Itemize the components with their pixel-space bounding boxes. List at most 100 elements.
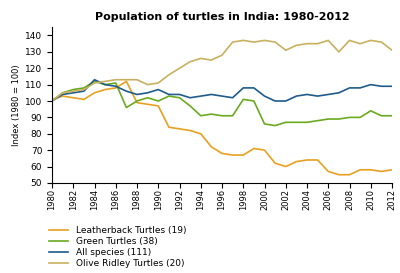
Leatherback Turtles (19) bbox=[358, 168, 362, 171]
Green Turtles (38) bbox=[294, 121, 299, 124]
Leatherback Turtles (19) bbox=[156, 104, 161, 108]
Green Turtles (38) bbox=[177, 96, 182, 99]
Leatherback Turtles (19) bbox=[82, 98, 86, 101]
All species (111) bbox=[326, 93, 331, 96]
All species (111) bbox=[273, 99, 278, 103]
All species (111) bbox=[315, 94, 320, 98]
Green Turtles (38) bbox=[368, 109, 373, 112]
Leatherback Turtles (19) bbox=[326, 170, 331, 173]
Leatherback Turtles (19) bbox=[379, 170, 384, 173]
Olive Ridley Turtles (20) bbox=[379, 40, 384, 44]
All species (111) bbox=[113, 85, 118, 88]
Leatherback Turtles (19) bbox=[252, 147, 256, 150]
Olive Ridley Turtles (20) bbox=[305, 42, 310, 45]
Olive Ridley Turtles (20) bbox=[124, 78, 129, 81]
Green Turtles (38) bbox=[273, 124, 278, 127]
Leatherback Turtles (19) bbox=[134, 101, 140, 104]
All species (111) bbox=[368, 83, 373, 86]
All species (111) bbox=[209, 93, 214, 96]
Leatherback Turtles (19) bbox=[198, 132, 203, 135]
Olive Ridley Turtles (20) bbox=[273, 40, 278, 44]
Leatherback Turtles (19) bbox=[50, 98, 54, 101]
Leatherback Turtles (19) bbox=[230, 153, 235, 157]
Leatherback Turtles (19) bbox=[220, 152, 224, 155]
Green Turtles (38) bbox=[71, 88, 76, 91]
Olive Ridley Turtles (20) bbox=[145, 83, 150, 86]
Leatherback Turtles (19) bbox=[188, 129, 192, 132]
Green Turtles (38) bbox=[124, 106, 129, 109]
Olive Ridley Turtles (20) bbox=[198, 57, 203, 60]
Olive Ridley Turtles (20) bbox=[315, 42, 320, 45]
All species (111) bbox=[241, 86, 246, 90]
Olive Ridley Turtles (20) bbox=[358, 42, 362, 45]
Olive Ridley Turtles (20) bbox=[294, 44, 299, 47]
All species (111) bbox=[124, 90, 129, 93]
Green Turtles (38) bbox=[305, 121, 310, 124]
All species (111) bbox=[188, 96, 192, 99]
Title: Population of turtles in India: 1980-2012: Population of turtles in India: 1980-201… bbox=[95, 12, 349, 22]
Olive Ridley Turtles (20) bbox=[209, 58, 214, 62]
All species (111) bbox=[283, 99, 288, 103]
Olive Ridley Turtles (20) bbox=[326, 39, 331, 42]
All species (111) bbox=[145, 91, 150, 94]
Green Turtles (38) bbox=[262, 122, 267, 126]
Leatherback Turtles (19) bbox=[336, 173, 341, 176]
Leatherback Turtles (19) bbox=[283, 165, 288, 168]
Green Turtles (38) bbox=[166, 94, 171, 98]
Green Turtles (38) bbox=[315, 119, 320, 122]
Green Turtles (38) bbox=[188, 104, 192, 108]
Green Turtles (38) bbox=[252, 99, 256, 103]
All species (111) bbox=[379, 85, 384, 88]
All species (111) bbox=[305, 93, 310, 96]
Green Turtles (38) bbox=[60, 91, 65, 94]
Olive Ridley Turtles (20) bbox=[71, 90, 76, 93]
Green Turtles (38) bbox=[113, 81, 118, 85]
All species (111) bbox=[60, 93, 65, 96]
Green Turtles (38) bbox=[220, 114, 224, 117]
Green Turtles (38) bbox=[82, 86, 86, 90]
Leatherback Turtles (19) bbox=[124, 80, 129, 83]
All species (111) bbox=[71, 91, 76, 94]
Leatherback Turtles (19) bbox=[166, 126, 171, 129]
Green Turtles (38) bbox=[379, 114, 384, 117]
All species (111) bbox=[50, 99, 54, 103]
Olive Ridley Turtles (20) bbox=[82, 88, 86, 91]
Olive Ridley Turtles (20) bbox=[166, 73, 171, 76]
Line: Leatherback Turtles (19): Leatherback Turtles (19) bbox=[52, 81, 392, 175]
Green Turtles (38) bbox=[50, 99, 54, 103]
Olive Ridley Turtles (20) bbox=[368, 39, 373, 42]
All species (111) bbox=[294, 94, 299, 98]
Leatherback Turtles (19) bbox=[71, 96, 76, 99]
Y-axis label: Index (1980 = 100): Index (1980 = 100) bbox=[12, 64, 21, 146]
Leatherback Turtles (19) bbox=[294, 160, 299, 163]
Olive Ridley Turtles (20) bbox=[252, 40, 256, 44]
All species (111) bbox=[358, 86, 362, 90]
Olive Ridley Turtles (20) bbox=[262, 39, 267, 42]
Green Turtles (38) bbox=[358, 116, 362, 119]
Green Turtles (38) bbox=[283, 121, 288, 124]
Olive Ridley Turtles (20) bbox=[241, 39, 246, 42]
Olive Ridley Turtles (20) bbox=[60, 91, 65, 94]
All species (111) bbox=[177, 93, 182, 96]
All species (111) bbox=[220, 94, 224, 98]
All species (111) bbox=[336, 91, 341, 94]
All species (111) bbox=[166, 93, 171, 96]
Olive Ridley Turtles (20) bbox=[220, 54, 224, 57]
Green Turtles (38) bbox=[336, 117, 341, 121]
All species (111) bbox=[134, 93, 140, 96]
Green Turtles (38) bbox=[390, 114, 394, 117]
Line: Olive Ridley Turtles (20): Olive Ridley Turtles (20) bbox=[52, 40, 392, 101]
All species (111) bbox=[252, 86, 256, 90]
Green Turtles (38) bbox=[156, 99, 161, 103]
Green Turtles (38) bbox=[198, 114, 203, 117]
Olive Ridley Turtles (20) bbox=[177, 67, 182, 70]
Olive Ridley Turtles (20) bbox=[188, 60, 192, 63]
Leatherback Turtles (19) bbox=[273, 162, 278, 165]
Olive Ridley Turtles (20) bbox=[134, 78, 140, 81]
Leatherback Turtles (19) bbox=[241, 153, 246, 157]
Leatherback Turtles (19) bbox=[113, 86, 118, 90]
Leatherback Turtles (19) bbox=[390, 168, 394, 171]
Leatherback Turtles (19) bbox=[177, 127, 182, 130]
Line: All species (111): All species (111) bbox=[52, 80, 392, 101]
All species (111) bbox=[390, 85, 394, 88]
